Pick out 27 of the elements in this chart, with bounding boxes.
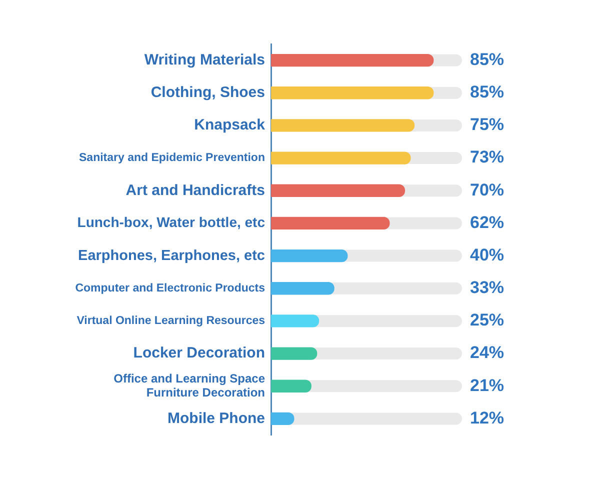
data-label: 85% (470, 82, 504, 102)
data-label: 21% (470, 376, 504, 395)
data-label: 12% (470, 408, 504, 428)
data-label: 75% (470, 115, 504, 134)
y-tick-label: Office and Learning Space Furniture Decoration (114, 372, 266, 400)
data-label: 25% (470, 310, 504, 330)
y-tick-label: Earphones, Earphones, etc (78, 248, 265, 264)
bar (271, 347, 318, 360)
data-label: 33% (470, 278, 504, 298)
data-label: 40% (470, 245, 504, 264)
bar (271, 380, 312, 392)
y-tick-label: Art and Handicrafts (126, 182, 265, 199)
y-tick-label: Lunch-box, Water bottle, etc (77, 214, 266, 230)
data-label: 85% (470, 50, 504, 69)
data-label: 24% (470, 343, 504, 362)
y-tick-label: Clothing, Shoes (150, 84, 265, 102)
y-tick-label: Mobile Phone (168, 410, 265, 427)
bar (271, 412, 294, 426)
y-tick-label: Writing Materials (144, 51, 265, 68)
y-tick-label: Knapsack (194, 116, 266, 134)
y-tick-label: Locker Decoration (133, 344, 265, 362)
data-label: 62% (470, 212, 504, 232)
y-tick-label: Sanitary and Epidemic Prevention (79, 152, 265, 164)
data-label: 73% (470, 148, 504, 167)
y-tick-label: Virtual Online Learning Resources (76, 315, 265, 328)
data-label: 70% (470, 180, 504, 200)
y-tick-label: Computer and Electronic Products (75, 282, 265, 295)
